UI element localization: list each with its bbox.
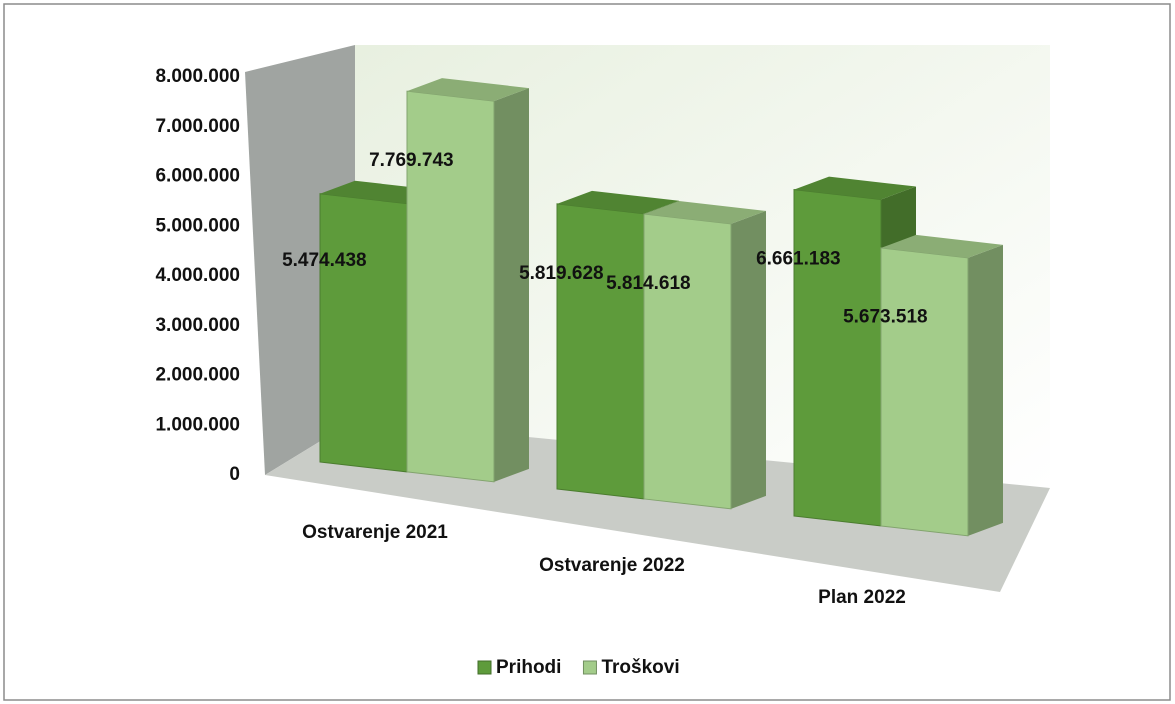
value-label: 5.474.438	[282, 250, 367, 271]
y-tick-label: 1.000.000	[155, 414, 240, 435]
legend-swatch	[582, 660, 597, 675]
x-tick-label: Ostvarenje 2022	[539, 555, 685, 576]
bar-top	[557, 190, 679, 214]
legend-label: Troškovi	[601, 657, 679, 678]
bar-top	[644, 200, 766, 224]
value-label: 5.673.518	[843, 306, 928, 327]
y-tick-label: 7.000.000	[155, 116, 240, 137]
legend-label: Prihodi	[496, 657, 561, 678]
bar-front	[643, 213, 732, 510]
x-tick-label: Plan 2022	[818, 587, 906, 608]
value-label: 5.814.618	[606, 273, 691, 294]
bar-top	[794, 176, 916, 200]
bar-front	[556, 203, 645, 500]
x-tick-label: Ostvarenje 2021	[302, 522, 448, 543]
bar-top	[407, 78, 529, 102]
bar-top	[881, 234, 1003, 258]
bar-side	[731, 210, 766, 509]
y-tick-label: 0	[229, 464, 240, 485]
bar-front	[319, 193, 408, 473]
y-tick-label: 3.000.000	[155, 315, 240, 336]
value-label: 6.661.183	[756, 249, 841, 270]
bar-side	[968, 244, 1003, 536]
bar	[406, 78, 529, 483]
y-tick-label: 5.000.000	[155, 215, 240, 236]
legend-swatch	[477, 660, 492, 675]
y-tick-label: 6.000.000	[155, 166, 240, 187]
bar-front	[880, 247, 969, 537]
bar-front	[793, 189, 882, 527]
value-label: 5.819.628	[519, 263, 604, 284]
y-tick-label: 8.000.000	[155, 66, 240, 87]
bar	[643, 200, 766, 510]
bar-side	[494, 88, 529, 482]
bar	[880, 234, 1003, 537]
y-tick-label: 4.000.000	[155, 265, 240, 286]
value-label: 7.769.743	[369, 150, 454, 171]
y-tick-label: 2.000.000	[155, 365, 240, 386]
